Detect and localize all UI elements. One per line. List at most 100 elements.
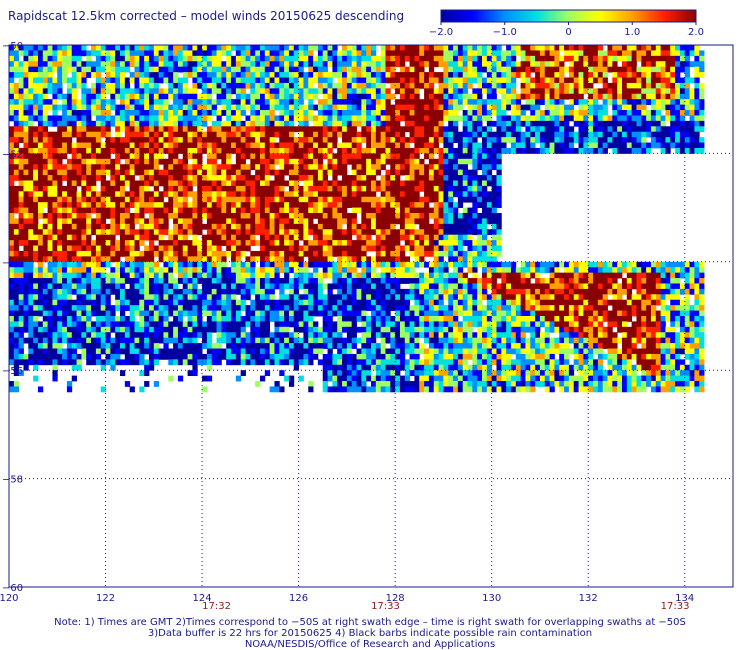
heatmap-cell [385,131,391,138]
heatmap-cell [86,256,92,263]
heatmap-cell [245,229,251,236]
heatmap-cell [308,240,314,246]
heatmap-cell [419,185,425,192]
heatmap-cell [240,213,246,219]
heatmap-cell [414,196,420,203]
heatmap-cell [424,77,430,84]
heatmap-cell [202,207,208,214]
heatmap-cell [380,82,386,89]
heatmap-cell [303,153,309,160]
heatmap-cell [636,50,642,57]
heatmap-cell [342,131,348,138]
heatmap-cell [646,110,652,116]
heatmap-cell [71,229,77,236]
heatmap-cell [187,93,193,100]
heatmap-cell [303,218,309,225]
heatmap-cell [689,50,695,57]
heatmap-cell [636,82,642,89]
heatmap-cell [414,229,420,236]
heatmap-cell [245,218,251,225]
heatmap-cell [554,110,560,116]
heatmap-cell [23,82,29,89]
heatmap-cell [390,72,396,78]
heatmap-cell [486,99,493,106]
heatmap-cell [115,223,121,230]
heatmap-cell [279,164,285,171]
heatmap-cell [153,82,160,89]
heatmap-cell [235,234,242,241]
heatmap-cell [81,185,87,192]
heatmap-cell [13,202,20,208]
heatmap-cell [71,261,77,268]
heatmap-cell [684,142,690,149]
heatmap-cell [245,191,251,198]
heatmap-cell [462,88,468,95]
heatmap-cell [13,240,20,246]
heatmap-cell [206,61,213,68]
heatmap-cell [612,66,618,73]
heatmap-cell [115,240,121,246]
heatmap-cell [337,196,343,203]
heatmap-cell [525,261,531,268]
heatmap-cell [192,147,198,154]
heatmap-cell [675,88,681,95]
heatmap-cell [646,93,652,100]
heatmap-cell [192,77,198,84]
heatmap-cell [346,147,353,154]
heatmap-cell [308,126,314,133]
heatmap-cell [554,261,560,268]
heatmap-cell [337,250,343,257]
heatmap-cell [380,61,386,68]
heatmap-cell [361,55,367,62]
heatmap-cell [602,137,608,143]
heatmap-cell [81,115,87,122]
heatmap-cell [467,126,473,133]
heatmap-cell [231,261,237,268]
heatmap-cell [399,104,406,111]
heatmap-cell [274,261,280,268]
heatmap-cell [177,82,184,89]
heatmap-cell [337,77,343,84]
heatmap-cell [144,180,150,187]
heatmap-cell [303,88,309,95]
heatmap-cell [168,126,174,133]
heatmap-cell [448,88,454,95]
heatmap-cell [385,153,391,160]
heatmap-cell [95,223,102,230]
heatmap-cell [438,137,444,143]
heatmap-cell [530,110,536,116]
heatmap-cell [76,61,82,68]
heatmap-cell [491,213,497,219]
heatmap-cell [337,93,343,100]
heatmap-cell [342,240,348,246]
heatmap-cell [568,99,575,106]
heatmap-cell [221,120,227,127]
heatmap-cell [366,272,372,279]
heatmap-cell [197,240,203,246]
heatmap-cell [472,207,478,214]
heatmap-cell [414,191,420,198]
heatmap-cell [539,50,546,57]
heatmap-cell [395,142,401,149]
heatmap-cell [129,99,135,106]
heatmap-cell [66,158,73,165]
heatmap-cell [626,104,633,111]
heatmap-cell [650,110,657,116]
heatmap-cell [259,93,266,100]
heatmap-cell [284,61,290,68]
heatmap-cell [641,261,647,268]
heatmap-cell [433,131,439,138]
heatmap-cell [23,55,29,62]
heatmap-cell [139,82,145,89]
heatmap-cell [675,104,681,111]
heatmap-cell [646,120,652,127]
heatmap-cell [462,250,468,257]
heatmap-cell [250,147,256,154]
heatmap-cell [399,267,406,274]
heatmap-cell [626,99,633,106]
heatmap-cell [313,169,319,176]
heatmap-cell [71,223,77,230]
heatmap-cell [298,256,304,263]
heatmap-cell [361,196,367,203]
heatmap-cell [462,256,468,263]
